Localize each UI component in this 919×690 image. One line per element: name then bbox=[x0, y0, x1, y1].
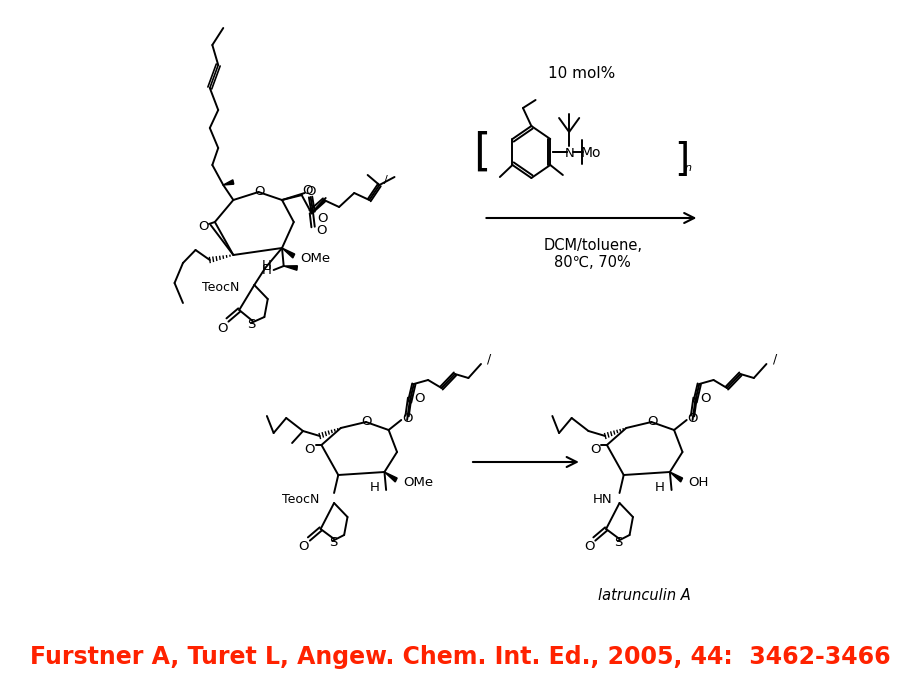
Text: O: O bbox=[584, 540, 594, 553]
Text: N: N bbox=[563, 146, 573, 159]
Text: DCM/toluene,: DCM/toluene, bbox=[542, 237, 641, 253]
Text: TeocN: TeocN bbox=[201, 281, 239, 293]
Text: /: / bbox=[384, 175, 388, 185]
Text: n: n bbox=[684, 163, 691, 173]
Text: O: O bbox=[304, 442, 314, 455]
Text: O: O bbox=[699, 391, 709, 404]
Text: O: O bbox=[686, 411, 697, 424]
Text: O: O bbox=[402, 411, 412, 424]
Text: O: O bbox=[198, 219, 208, 233]
Text: S: S bbox=[614, 537, 622, 549]
Text: 80℃, 70%: 80℃, 70% bbox=[553, 255, 630, 270]
Text: HN: HN bbox=[593, 493, 612, 506]
Text: H: H bbox=[369, 480, 379, 493]
Text: /: / bbox=[772, 353, 777, 366]
Text: O: O bbox=[317, 212, 327, 224]
Text: [: [ bbox=[472, 130, 490, 173]
Text: O: O bbox=[301, 184, 312, 197]
Text: O: O bbox=[589, 442, 600, 455]
Text: OH: OH bbox=[687, 475, 708, 489]
Text: Mo: Mo bbox=[580, 146, 600, 160]
Text: O: O bbox=[316, 224, 326, 237]
Text: O: O bbox=[361, 415, 371, 428]
Text: Furstner A, Turet L, Angew. Chem. Int. Ed., 2005, 44:  3462-3466: Furstner A, Turet L, Angew. Chem. Int. E… bbox=[29, 645, 890, 669]
Text: O: O bbox=[299, 540, 309, 553]
Polygon shape bbox=[223, 180, 233, 185]
Polygon shape bbox=[282, 248, 294, 258]
Text: /: / bbox=[487, 353, 491, 366]
Text: O: O bbox=[217, 322, 227, 335]
Text: O: O bbox=[305, 184, 315, 197]
Text: ]: ] bbox=[674, 141, 688, 179]
Text: OMe: OMe bbox=[403, 475, 433, 489]
Text: O: O bbox=[254, 184, 265, 197]
Polygon shape bbox=[283, 266, 297, 270]
Text: H: H bbox=[262, 259, 272, 271]
Text: O: O bbox=[414, 391, 425, 404]
Text: O: O bbox=[646, 415, 657, 428]
Polygon shape bbox=[669, 472, 682, 482]
Text: S: S bbox=[329, 537, 337, 549]
Text: H: H bbox=[654, 480, 664, 493]
Text: 10 mol%: 10 mol% bbox=[548, 66, 615, 81]
Text: TeocN: TeocN bbox=[281, 493, 319, 506]
Text: latrunculin A: latrunculin A bbox=[597, 587, 690, 602]
Text: H: H bbox=[262, 264, 271, 277]
Text: S: S bbox=[247, 317, 255, 331]
Text: OMe: OMe bbox=[301, 251, 330, 264]
Polygon shape bbox=[384, 472, 397, 482]
